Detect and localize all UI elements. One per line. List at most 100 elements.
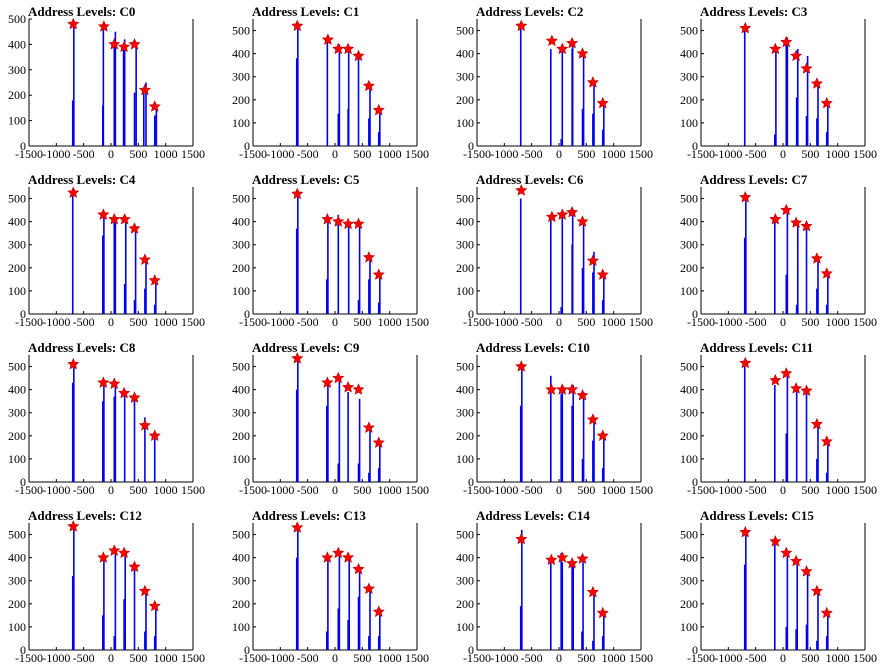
x-tick-label: 500 <box>353 315 371 329</box>
red-star-marker <box>138 419 151 431</box>
red-star-marker <box>780 203 793 216</box>
y-tick-label: 100 <box>8 452 26 466</box>
chart-panel-c1: Address Levels: C1 0 100 200 300 400 500 -1500-… <box>224 0 448 168</box>
red-star-marker <box>118 546 131 559</box>
x-tick-label: -1000 <box>490 315 518 329</box>
red-star-marker <box>108 377 121 389</box>
y-tick-label: 300 <box>8 406 26 420</box>
red-star-marker <box>515 532 528 545</box>
x-tick-label: -1500 <box>239 651 267 665</box>
y-tick-label: 400 <box>232 551 250 565</box>
x-tick-label: -500 <box>745 483 767 497</box>
red-star-marker <box>810 584 823 597</box>
x-tick-label: 500 <box>129 651 147 665</box>
y-tick-label: 500 <box>232 360 250 374</box>
y-tick-label: 500 <box>680 528 698 542</box>
chart-title: Address Levels: C11 <box>700 340 814 355</box>
chart-title: Address Levels: C10 <box>476 340 590 355</box>
y-tick-label: 200 <box>680 597 698 611</box>
x-tick-label: -1500 <box>687 315 715 329</box>
red-star-marker <box>291 352 304 364</box>
x-tick-label: -1000 <box>490 147 518 161</box>
x-tick-label: 1500 <box>405 315 429 329</box>
chart-plot-svg: 0 100 200 300 400 500 -1500 -1000 -500 0 500 1000 15… <box>8 186 205 329</box>
red-star-marker <box>576 215 589 227</box>
x-tick-label: 1500 <box>629 483 653 497</box>
red-star-marker <box>362 79 375 92</box>
y-tick-label: 100 <box>680 620 698 634</box>
red-star-marker <box>362 582 375 594</box>
x-tick-label: -1500 <box>463 483 491 497</box>
chart-panel-c8: Address Levels: C8 0 100 200 300 400 500 -1500-… <box>0 336 224 504</box>
red-star-marker <box>118 40 131 53</box>
red-star-marker <box>820 435 833 447</box>
red-star-marker <box>780 35 793 48</box>
y-tick-label: 400 <box>680 551 698 565</box>
red-star-marker <box>138 584 151 597</box>
y-tick-label: 0 <box>468 307 474 321</box>
chart-panel-c15: Address Levels: C15 0 100 200 300 400 500 -1500… <box>672 504 896 672</box>
red-star-marker <box>566 206 579 218</box>
chart-title: Address Levels: C8 <box>28 340 136 355</box>
y-tick-label: 400 <box>680 215 698 229</box>
red-star-marker <box>576 389 589 401</box>
y-tick-label: 100 <box>456 284 474 298</box>
x-tick-label: 1000 <box>602 651 626 665</box>
y-tick-label: 200 <box>8 597 26 611</box>
x-tick-label: 1000 <box>154 651 178 665</box>
red-star-marker <box>342 42 355 55</box>
y-tick-label: 400 <box>680 47 698 61</box>
x-tick-label: -1500 <box>463 651 491 665</box>
red-star-marker <box>148 599 161 612</box>
y-tick-label: 100 <box>456 116 474 130</box>
red-star-marker <box>556 42 569 55</box>
y-tick-label: 200 <box>680 429 698 443</box>
chart-panel-c2: Address Levels: C2 0 100 200 300 400 500 -1500-… <box>448 0 672 168</box>
chart-panel-c5: Address Levels: C5 0 100 200 300 400 500 -1500-… <box>224 168 448 336</box>
x-tick-label: -500 <box>73 651 95 665</box>
y-tick-label: 0 <box>244 643 250 657</box>
red-star-marker <box>739 356 752 369</box>
red-star-marker <box>739 21 752 34</box>
x-tick-label: 1000 <box>154 315 178 329</box>
x-tick-label: 0 <box>332 651 338 665</box>
y-tick-label: 300 <box>456 238 474 252</box>
chart-plot-svg: 0 100 200 300 400 500 -1500 -1000 -500 0 500 1000 15… <box>456 523 653 665</box>
red-star-marker <box>321 551 334 563</box>
y-tick-label: 100 <box>456 452 474 466</box>
x-tick-label: 0 <box>108 147 114 161</box>
y-tick-label: 200 <box>456 429 474 443</box>
red-star-marker <box>291 521 304 533</box>
red-star-marker <box>332 215 345 227</box>
y-tick-label: 300 <box>456 574 474 588</box>
red-star-marker <box>321 376 334 388</box>
red-star-marker <box>108 544 121 556</box>
x-tick-label: -1500 <box>15 651 43 665</box>
red-star-marker <box>118 386 131 399</box>
red-star-marker <box>342 217 355 230</box>
y-tick-label: 300 <box>680 238 698 252</box>
x-tick-label: 1000 <box>826 147 850 161</box>
x-tick-label: -1000 <box>42 147 70 161</box>
x-tick-label: -500 <box>745 651 767 665</box>
chart-title: Address Levels: C4 <box>28 172 136 187</box>
red-star-marker <box>332 546 345 559</box>
red-star-marker <box>596 96 609 109</box>
x-tick-label: -1000 <box>490 483 518 497</box>
x-tick-label: 1000 <box>602 147 626 161</box>
y-tick-label: 400 <box>232 383 250 397</box>
x-tick-label: -500 <box>73 483 95 497</box>
red-star-marker <box>138 83 151 96</box>
y-tick-label: 500 <box>456 24 474 38</box>
y-tick-label: 100 <box>232 284 250 298</box>
chart-panel-c6: Address Levels: C6 0 100 200 300 400 500 -1500-… <box>448 168 672 336</box>
x-tick-label: 0 <box>556 483 562 497</box>
chart-panel-c0: Address Levels: C0 0 100 200 300 400 500 -1500-… <box>0 0 224 168</box>
y-tick-label: 500 <box>456 360 474 374</box>
y-tick-label: 200 <box>232 93 250 107</box>
y-tick-label: 300 <box>680 70 698 84</box>
x-tick-label: -1000 <box>714 315 742 329</box>
red-star-marker <box>800 62 813 74</box>
red-star-marker <box>515 184 528 196</box>
chart-panel-c9: Address Levels: C9 0 100 200 300 400 500 -1500-… <box>224 336 448 504</box>
